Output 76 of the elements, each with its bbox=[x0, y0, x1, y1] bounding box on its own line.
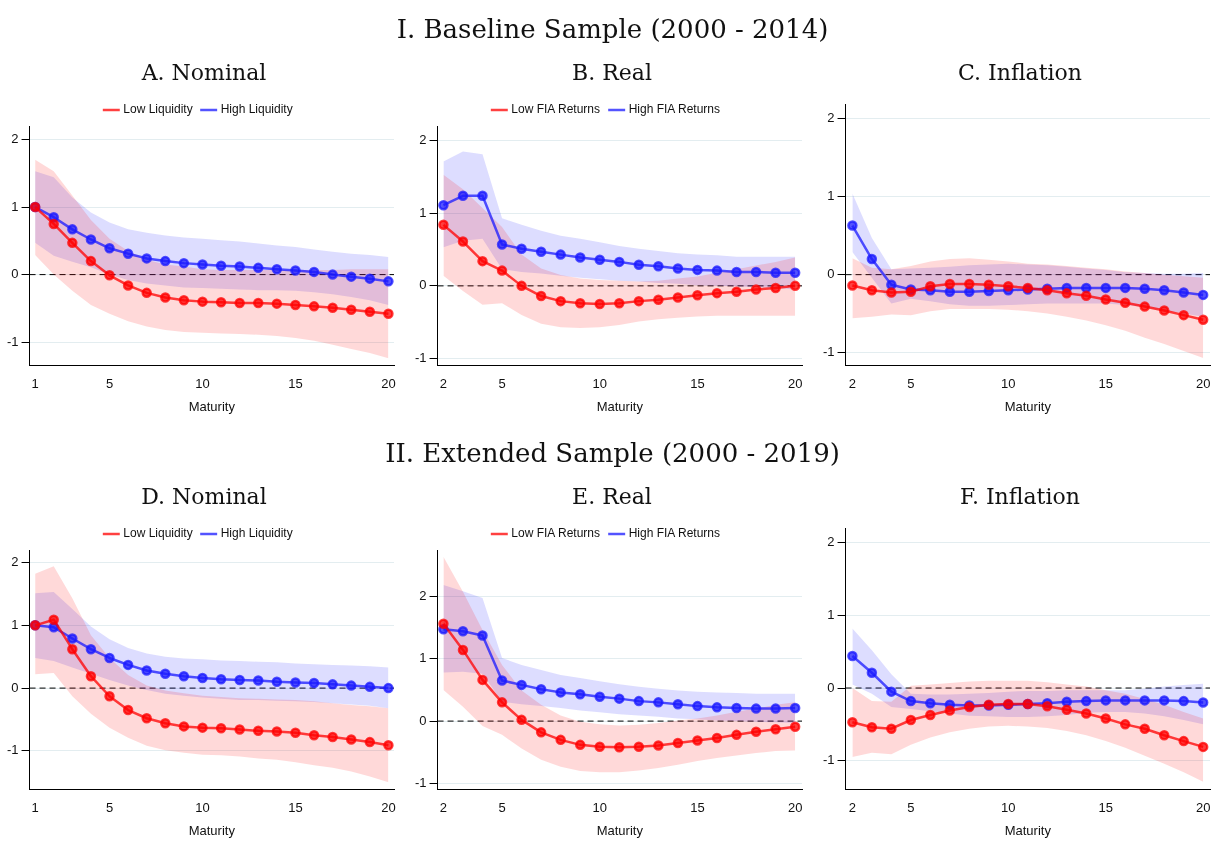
y-tick-label: 2 bbox=[11, 131, 19, 147]
y-tick-label: 1 bbox=[827, 606, 835, 622]
x-tick-label: 20 bbox=[1195, 800, 1211, 816]
x-tick-label: 20 bbox=[787, 800, 803, 816]
x-tick-label: 10 bbox=[592, 376, 607, 392]
y-tick-label: 1 bbox=[419, 650, 427, 666]
x-tick-label: 2 bbox=[848, 800, 856, 816]
x-tick-label: 15 bbox=[690, 800, 705, 816]
x-tick-label: 15 bbox=[288, 376, 303, 392]
x-tick-label: 15 bbox=[1098, 376, 1113, 392]
legend-label: Low FIA Returns bbox=[511, 526, 601, 541]
y-tick-label: 0 bbox=[827, 679, 835, 695]
x-tick-label: 5 bbox=[907, 376, 915, 392]
y-tick-label: 0 bbox=[419, 277, 427, 293]
text: II. Extended Sample (2000 - 2019) bbox=[384, 437, 841, 470]
x-tick-label: 2 bbox=[848, 376, 856, 392]
y-tick-label: 2 bbox=[11, 554, 19, 570]
x-tick-label: 15 bbox=[690, 376, 705, 392]
legend-label: Low Liquidity bbox=[123, 526, 193, 541]
x-tick-label: 5 bbox=[105, 376, 114, 392]
x-axis-title: Maturity bbox=[188, 398, 236, 414]
y-tick-label: 1 bbox=[419, 204, 427, 220]
chart-title: D. Nominal bbox=[140, 483, 268, 511]
y-tick-label: -1 bbox=[415, 350, 427, 366]
x-tick-label: 1 bbox=[31, 376, 39, 392]
y-tick-label: 2 bbox=[827, 534, 835, 550]
legend-label: Low Liquidity bbox=[123, 102, 193, 117]
chart-title: C. Inflation bbox=[957, 59, 1083, 87]
legend-label: High Liquidity bbox=[220, 526, 293, 541]
x-tick-label: 20 bbox=[381, 800, 396, 816]
x-tick-label: 2 bbox=[439, 800, 448, 816]
y-tick-label: 1 bbox=[11, 616, 19, 632]
chart-title: A. Nominal bbox=[140, 59, 268, 87]
x-tick-label: 10 bbox=[592, 800, 607, 816]
text: I. Baseline Sample (2000 - 2014) bbox=[395, 13, 830, 46]
x-tick-label: 20 bbox=[787, 376, 803, 392]
y-tick-label: 0 bbox=[419, 712, 427, 728]
x-axis-title: Maturity bbox=[188, 822, 236, 838]
x-tick-label: 20 bbox=[381, 376, 396, 392]
chart-title: E. Real bbox=[571, 483, 653, 511]
x-axis-title: Maturity bbox=[596, 822, 644, 838]
x-tick-label: 10 bbox=[195, 376, 210, 392]
x-tick-label: 5 bbox=[498, 800, 506, 816]
x-axis-title: Maturity bbox=[1004, 398, 1052, 414]
x-tick-label: 15 bbox=[288, 800, 303, 816]
chart-title: F. Inflation bbox=[959, 483, 1081, 511]
x-axis-title: Maturity bbox=[596, 398, 644, 414]
y-tick-label: -1 bbox=[415, 775, 427, 791]
legend-label: High FIA Returns bbox=[628, 102, 721, 117]
x-tick-label: 20 bbox=[1195, 376, 1211, 392]
y-tick-label: 0 bbox=[11, 266, 19, 282]
y-tick-label: 1 bbox=[827, 188, 835, 204]
y-tick-label: 0 bbox=[11, 679, 19, 695]
y-tick-label: 0 bbox=[827, 266, 835, 282]
legend-label: Low FIA Returns bbox=[511, 102, 601, 117]
y-tick-label: -1 bbox=[7, 333, 19, 349]
x-tick-label: 10 bbox=[1001, 800, 1016, 816]
y-tick-label: 2 bbox=[419, 132, 427, 148]
legend-label: High Liquidity bbox=[220, 102, 293, 117]
x-tick-label: 5 bbox=[907, 800, 915, 816]
x-tick-label: 15 bbox=[1098, 800, 1113, 816]
y-tick-label: -1 bbox=[823, 752, 835, 768]
x-tick-label: 2 bbox=[439, 376, 448, 392]
x-axis-title: Maturity bbox=[1004, 822, 1052, 838]
x-tick-label: 5 bbox=[498, 376, 506, 392]
y-tick-label: 2 bbox=[827, 110, 835, 126]
legend-label: High FIA Returns bbox=[628, 526, 721, 541]
y-tick-label: 2 bbox=[419, 587, 427, 603]
x-tick-label: 10 bbox=[1001, 376, 1016, 392]
x-tick-label: 1 bbox=[31, 800, 39, 816]
y-tick-label: -1 bbox=[7, 742, 19, 758]
chart-title: B. Real bbox=[571, 59, 653, 87]
y-tick-label: -1 bbox=[823, 344, 835, 360]
x-tick-label: 5 bbox=[105, 800, 114, 816]
y-tick-label: 1 bbox=[11, 198, 19, 214]
x-tick-label: 10 bbox=[195, 800, 210, 816]
